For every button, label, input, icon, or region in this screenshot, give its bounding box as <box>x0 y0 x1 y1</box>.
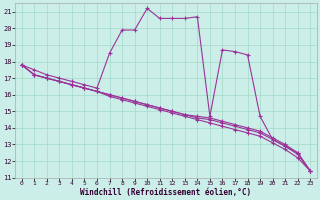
X-axis label: Windchill (Refroidissement éolien,°C): Windchill (Refroidissement éolien,°C) <box>80 188 252 197</box>
